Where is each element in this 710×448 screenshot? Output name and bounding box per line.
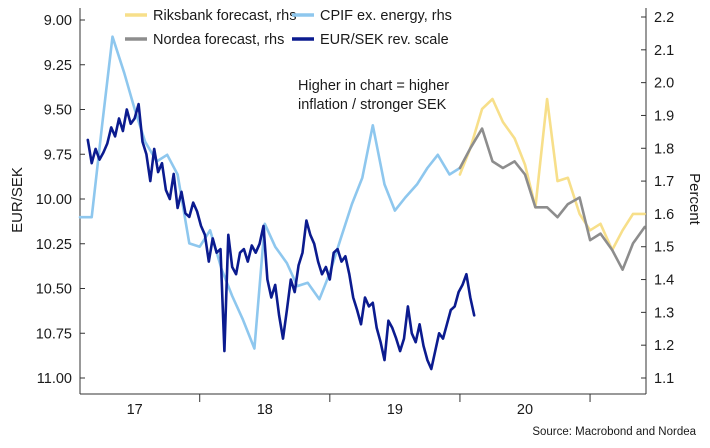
legend-label: Riksbank forecast, rhs bbox=[153, 8, 296, 24]
right-tick-label: 1.6 bbox=[654, 207, 674, 223]
y-axis-title-right: Percent bbox=[686, 173, 703, 226]
series-line-cpif-ex-energy-rhs bbox=[78, 35, 462, 350]
x-tick-label: 17 bbox=[127, 402, 143, 418]
right-tick-label: 2.1 bbox=[654, 43, 674, 59]
series-line-nordea-forecast-rhs bbox=[458, 127, 647, 272]
right-tick-label: 1.7 bbox=[654, 174, 674, 190]
left-tick-label: 11.00 bbox=[37, 371, 72, 387]
x-tick-label: 19 bbox=[387, 402, 403, 418]
right-tick-label: 1.5 bbox=[654, 240, 674, 256]
legend-label: EUR/SEK rev. scale bbox=[320, 32, 449, 48]
axes: 9.00 9.25 9.50 9.75 10.00 10.25 10.50 10.75 11.0… bbox=[36, 8, 674, 418]
right-tick-label: 1.1 bbox=[654, 371, 674, 387]
source-note: Source: Macrobond and Nordea bbox=[532, 426, 696, 438]
right-tick-label: 1.8 bbox=[654, 141, 674, 157]
right-tick-label: 1.9 bbox=[654, 108, 674, 124]
left-tick-label: 9.50 bbox=[44, 103, 72, 119]
right-tick-label: 1.3 bbox=[654, 305, 674, 321]
series-line-riksbank-forecast-rhs bbox=[458, 97, 647, 252]
x-tick-label: 18 bbox=[257, 402, 273, 418]
annotation-line-2: inflation / stronger SEK bbox=[298, 97, 447, 113]
legend-label: CPIF ex. energy, rhs bbox=[320, 8, 452, 24]
right-tick-label: 1.4 bbox=[654, 273, 674, 289]
y-axis-title-left: EUR/SEK bbox=[9, 167, 26, 233]
left-tick-label: 10.25 bbox=[36, 237, 72, 253]
legend-label: Nordea forecast, rhs bbox=[153, 32, 284, 48]
left-tick-label: 10.50 bbox=[36, 282, 72, 298]
right-tick-label: 1.2 bbox=[654, 338, 674, 354]
x-tick-label: 20 bbox=[517, 402, 533, 418]
series-layer bbox=[78, 35, 647, 371]
annotation-line-1: Higher in chart = higher bbox=[298, 78, 449, 94]
left-tick-label: 10.00 bbox=[36, 192, 72, 208]
legend: Riksbank forecast, rhs CPIF ex. energy, r… bbox=[125, 8, 452, 48]
right-tick-label: 2.0 bbox=[654, 76, 674, 92]
left-tick-label: 9.00 bbox=[44, 13, 72, 29]
left-tick-label: 9.25 bbox=[44, 58, 72, 74]
left-tick-label: 10.75 bbox=[36, 326, 72, 342]
right-tick-label: 2.2 bbox=[654, 10, 674, 26]
left-tick-label: 9.75 bbox=[44, 147, 72, 163]
series-line-eur-sek-rev-scale bbox=[86, 102, 476, 371]
